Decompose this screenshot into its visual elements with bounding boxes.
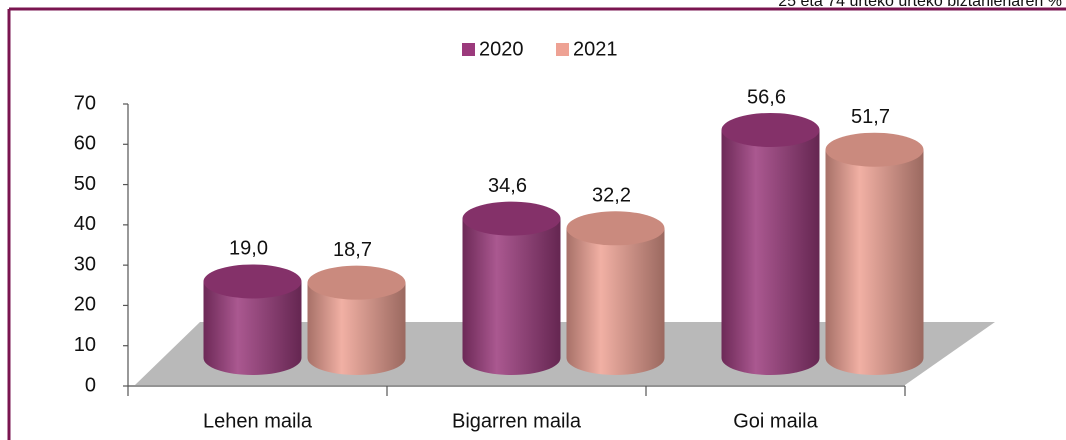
y-tick-label: 10 [74,334,96,356]
y-tick-label: 70 [74,92,96,114]
y-tick-label: 30 [74,253,96,275]
bar-top [825,132,924,167]
x-tick-label: Bigarren maila [452,410,582,432]
bar-top [721,112,820,147]
bar-top [307,265,406,300]
bar [566,211,665,376]
bar-side [307,282,406,375]
x-tick-label: Goi maila [733,410,818,432]
y-tick-label: 40 [74,213,96,235]
bar-side [203,281,302,376]
x-tick-label: Lehen maila [203,410,313,432]
bar [203,264,302,376]
legend-swatch [556,43,569,56]
bar [825,132,924,376]
bar-top [462,201,561,236]
value-label: 56,6 [747,86,786,108]
bar-side [825,149,924,376]
bar-top [566,211,665,246]
bar [721,112,820,376]
legend-swatch [462,43,475,56]
value-label: 19,0 [229,238,268,260]
y-tick-label: 0 [85,374,96,396]
bar-side [462,218,561,376]
bar-top [203,264,302,299]
y-tick-label: 60 [74,133,96,155]
legend-label: 2020 [479,38,524,60]
value-label: 18,7 [333,239,372,261]
value-label: 32,2 [592,185,631,207]
value-label: 51,7 [851,106,890,128]
bar-side [566,228,665,376]
subtitle: 25 eta 74 urteko urteko biztanleriaren % [778,0,1062,10]
y-tick-label: 20 [74,294,96,316]
value-label: 34,6 [488,175,527,197]
legend-label: 2021 [573,38,618,60]
bar [307,265,406,375]
bar [462,201,561,376]
bar-side [721,129,820,376]
y-tick-label: 50 [74,173,96,195]
